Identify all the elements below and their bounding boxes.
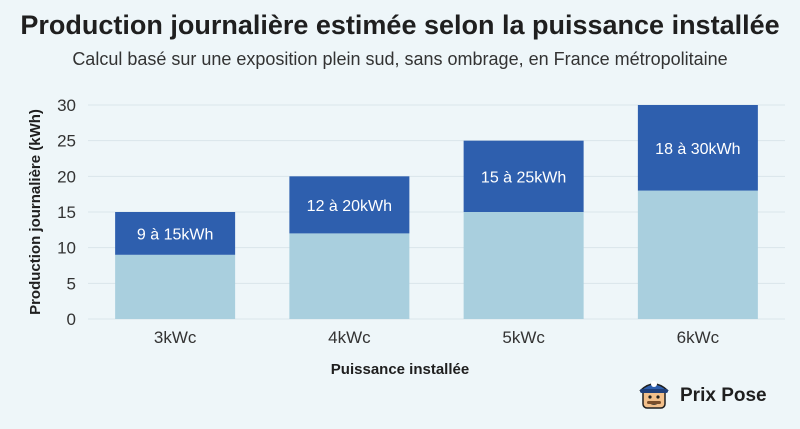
y-tick-label: 15 <box>57 203 76 222</box>
x-tick-label: 5kWc <box>502 328 545 347</box>
y-tick-label: 25 <box>57 132 76 151</box>
brand-name: Prix Pose <box>680 385 767 406</box>
bars-layer: 9 à 15kWh 12 à 20kWh 15 à 25kWh 18 à 30kWh <box>115 105 758 319</box>
bar-top-segment <box>115 212 236 255</box>
bar-base-segment <box>289 233 410 319</box>
bar-data-label: 15 à 25kWh <box>481 169 566 186</box>
chart-subtitle: Calcul basé sur une exposition plein sud… <box>72 49 728 69</box>
x-tick-label: 6kWc <box>677 328 720 347</box>
brand-logo: Prix Pose <box>636 378 767 414</box>
x-axis-label: Puissance installée <box>331 361 469 378</box>
bar-base-segment <box>115 254 236 319</box>
bar-data-label: 12 à 20kWh <box>307 198 392 215</box>
bar-base-segment <box>463 212 584 319</box>
chart-title: Production journalière estimée selon la … <box>20 10 780 40</box>
y-tick-label: 0 <box>67 310 76 329</box>
y-tick-label: 30 <box>57 96 76 115</box>
bar-data-label: 18 à 30kWh <box>655 141 740 158</box>
bar-top-segment <box>289 176 410 234</box>
bar-top-segment <box>463 140 584 212</box>
y-tick-label: 20 <box>57 167 76 186</box>
ticks-layer: 0 5 10 15 20 25 30 3kWc 4kWc 5kWc 6kWc <box>57 96 720 347</box>
y-axis-label: Production journalière (kWh) <box>27 109 44 315</box>
y-tick-label: 5 <box>67 274 76 293</box>
x-tick-label: 4kWc <box>328 328 371 347</box>
y-tick-label: 10 <box>57 239 76 258</box>
x-tick-label: 3kWc <box>154 328 197 347</box>
bar-data-label: 9 à 15kWh <box>137 226 213 243</box>
bar-top-segment <box>637 105 758 191</box>
bar-base-segment <box>637 190 758 319</box>
mascot-logo-icon <box>636 376 672 417</box>
